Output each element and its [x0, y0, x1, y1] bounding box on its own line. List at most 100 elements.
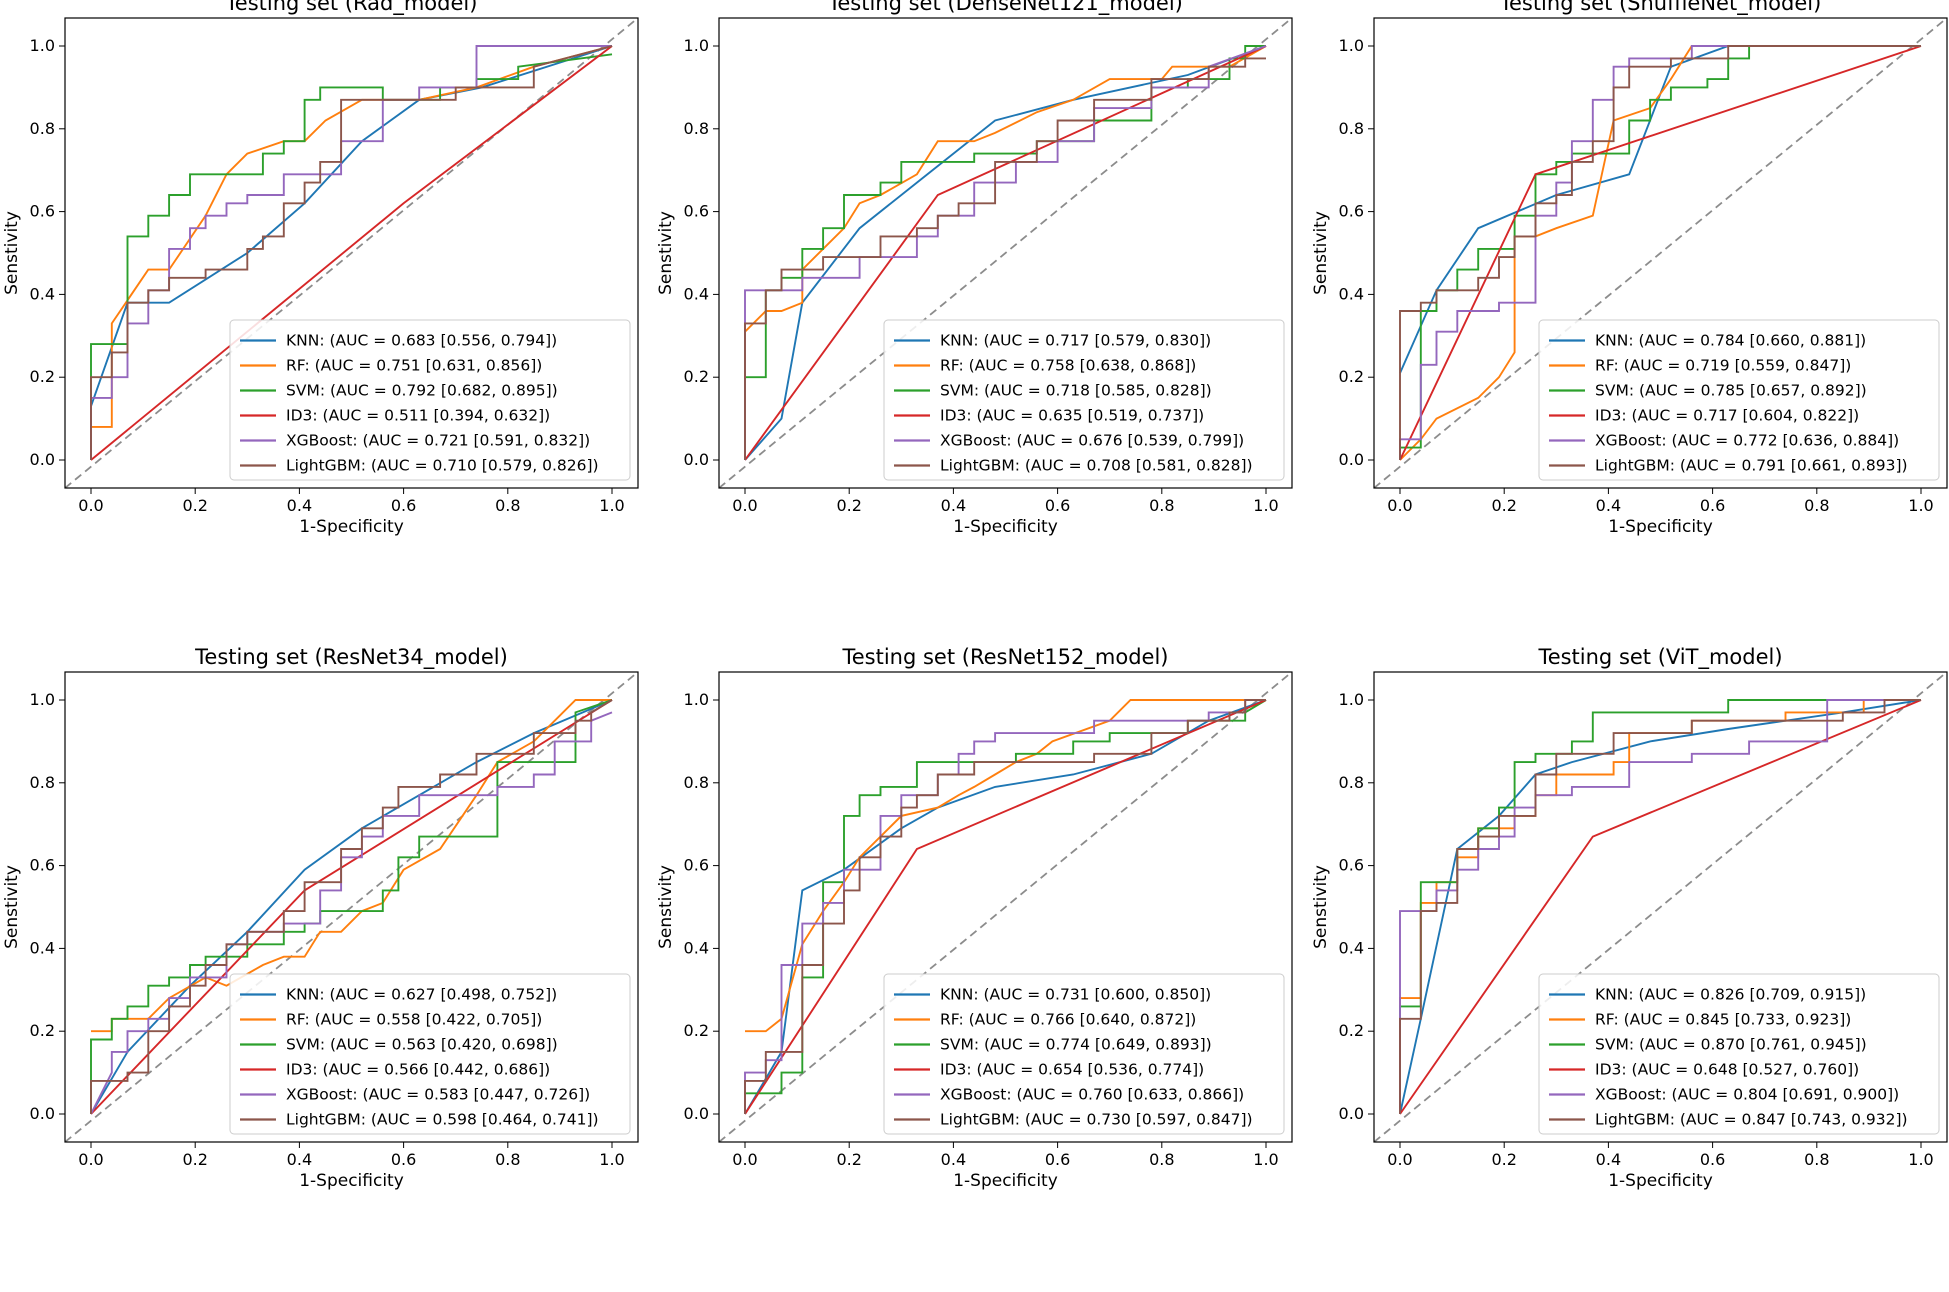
legend-entry: SVM: (AUC = 0.870 [0.761, 0.945]) [1595, 1036, 1867, 1054]
legend-entry: XGBoost: (AUC = 0.760 [0.633, 0.866]) [940, 1086, 1244, 1104]
x-tick-label: 1.0 [599, 1150, 624, 1169]
roc-panel-5: Testing set (ResNet152_model) 0.0 0.0 0.2 0.… [656, 645, 1293, 1191]
x-axis-label: 1-Specificity [299, 1171, 404, 1191]
roc-curve-knn [1399, 45, 1921, 374]
legend-entry: XGBoost: (AUC = 0.772 [0.636, 0.884]) [1595, 432, 1899, 450]
y-tick-label: 0.4 [684, 284, 709, 303]
x-tick-label: 0.0 [78, 1150, 103, 1169]
x-axis-label: 1-Specificity [953, 517, 1058, 537]
y-axis-label: Senstivity [2, 211, 22, 295]
roc-panel-3: Testing set (ShuffleNet_model) 0.0 0.0 0.2 0… [1311, 0, 1948, 537]
roc-panel-2: Testing set (DenseNet121_model) 0.0 0.0 0.2… [656, 0, 1293, 537]
x-tick-label: 0.4 [941, 1150, 966, 1169]
roc-panel-4: Testing set (ResNet34_model) 0.0 0.0 0.2 0.2… [2, 645, 639, 1191]
x-tick-label: 0.2 [182, 496, 207, 515]
x-tick-label: 0.8 [1804, 496, 1829, 515]
y-tick-label: 0.0 [30, 450, 55, 469]
y-tick-label: 0.4 [1339, 284, 1364, 303]
chance-line [719, 672, 1292, 1142]
x-tick-label: 0.2 [836, 1150, 861, 1169]
y-tick-label: 0.8 [1339, 119, 1364, 138]
x-tick-label: 0.6 [391, 496, 416, 515]
x-tick-label: 0.2 [1491, 1150, 1516, 1169]
x-tick-label: 0.6 [391, 1150, 416, 1169]
y-tick-label: 0.6 [30, 202, 55, 221]
y-tick-label: 1.0 [684, 690, 709, 709]
y-tick-label: 0.2 [30, 367, 55, 386]
y-tick-label: 0.4 [30, 284, 55, 303]
legend-entry: RF: (AUC = 0.758 [0.638, 0.868]) [940, 357, 1196, 375]
legend-entry: LightGBM: (AUC = 0.598 [0.464, 0.741]) [286, 1111, 599, 1129]
y-tick-label: 0.8 [684, 119, 709, 138]
y-axis-label: Senstivity [656, 865, 676, 949]
x-tick-label: 1.0 [1908, 496, 1933, 515]
x-axis-label: 1-Specificity [299, 517, 404, 537]
roc-curve-xgboost [744, 699, 1266, 1114]
y-tick-label: 0.6 [684, 202, 709, 221]
roc-curve-lightgbm [1399, 45, 1921, 460]
legend-entry: SVM: (AUC = 0.563 [0.420, 0.698]) [286, 1036, 558, 1054]
y-tick-label: 1.0 [1339, 36, 1364, 55]
legend-entry: KNN: (AUC = 0.731 [0.600, 0.850]) [940, 986, 1211, 1004]
legend-entry: XGBoost: (AUC = 0.676 [0.539, 0.799]) [940, 432, 1244, 450]
y-tick-label: 0.4 [684, 938, 709, 957]
legend-entry: ID3: (AUC = 0.654 [0.536, 0.774]) [940, 1061, 1204, 1079]
y-axis-label: Senstivity [1311, 211, 1331, 295]
x-tick-label: 0.2 [1491, 496, 1516, 515]
legend-entry: SVM: (AUC = 0.785 [0.657, 0.892]) [1595, 382, 1867, 400]
y-tick-label: 0.0 [1339, 1104, 1364, 1123]
chance-line [65, 18, 638, 488]
roc-curve-lightgbm [744, 57, 1266, 460]
y-tick-label: 1.0 [1339, 690, 1364, 709]
roc-curve-knn [744, 45, 1267, 461]
legend-entry: ID3: (AUC = 0.566 [0.442, 0.686]) [286, 1061, 550, 1079]
legend-entry: KNN: (AUC = 0.826 [0.709, 0.915]) [1595, 986, 1866, 1004]
axes-frame [718, 671, 1293, 1143]
x-tick-label: 1.0 [1253, 1150, 1278, 1169]
legend-entry: SVM: (AUC = 0.774 [0.649, 0.893]) [940, 1036, 1212, 1054]
x-axis-label: 1-Specificity [1608, 517, 1713, 537]
legend-entry: ID3: (AUC = 0.635 [0.519, 0.737]) [940, 407, 1204, 425]
y-tick-label: 0.6 [1339, 202, 1364, 221]
roc-curve-svm [90, 699, 613, 1114]
legend-entry: RF: (AUC = 0.719 [0.559, 0.847]) [1595, 357, 1851, 375]
y-tick-label: 0.8 [30, 773, 55, 792]
legend-entry: KNN: (AUC = 0.627 [0.498, 0.752]) [286, 986, 557, 1004]
y-tick-label: 0.4 [1339, 938, 1364, 957]
legend-entry: KNN: (AUC = 0.717 [0.579, 0.830]) [940, 332, 1211, 350]
legend-entry: SVM: (AUC = 0.718 [0.585, 0.828]) [940, 382, 1212, 400]
y-tick-label: 0.0 [1339, 450, 1364, 469]
legend-entry: LightGBM: (AUC = 0.847 [0.743, 0.932]) [1595, 1111, 1908, 1129]
x-tick-label: 0.8 [1804, 1150, 1829, 1169]
x-tick-label: 0.4 [941, 496, 966, 515]
chance-line [65, 672, 638, 1142]
legend-box [883, 319, 1285, 481]
legend-box [1538, 973, 1940, 1135]
x-tick-label: 0.0 [732, 496, 757, 515]
roc-panel-1: Testing set (Rad_model) 0.0 0.0 0.2 0.2 0.4 0.… [2, 0, 639, 537]
y-tick-label: 0.6 [30, 856, 55, 875]
y-tick-label: 0.2 [1339, 367, 1364, 386]
x-tick-label: 0.0 [78, 496, 103, 515]
panel-title: Testing set (Rad_model) [225, 0, 478, 16]
legend-box [229, 973, 631, 1135]
y-axis-label: Senstivity [1311, 865, 1331, 949]
roc-curve-lightgbm [90, 45, 613, 460]
legend: KNN: (AUC = 0.826 [0.709, 0.915]) RF: (AU… [1538, 973, 1940, 1135]
x-tick-label: 0.4 [1596, 496, 1621, 515]
x-tick-label: 0.2 [836, 496, 861, 515]
y-tick-label: 0.0 [684, 450, 709, 469]
roc-curve-lightgbm [1399, 699, 1921, 1114]
y-tick-label: 1.0 [684, 36, 709, 55]
roc-curve-id3 [1399, 45, 1922, 461]
x-tick-label: 0.8 [1149, 496, 1174, 515]
roc-panel-6: Testing set (ViT_model) 0.0 0.0 0.2 0.2 0.4 0.… [1311, 645, 1948, 1191]
legend-box [1538, 319, 1940, 481]
y-tick-label: 0.0 [30, 1104, 55, 1123]
legend-box [229, 319, 631, 481]
legend-entry: LightGBM: (AUC = 0.730 [0.597, 0.847]) [940, 1111, 1253, 1129]
roc-curve-lightgbm [90, 699, 613, 1114]
x-tick-label: 0.8 [495, 1150, 520, 1169]
y-tick-label: 0.2 [1339, 1021, 1364, 1040]
